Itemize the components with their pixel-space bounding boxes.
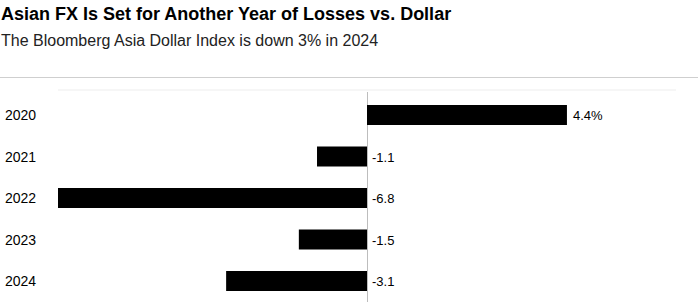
category-label: 2022 [5, 190, 36, 206]
data-label: -1.5 [372, 233, 394, 248]
separator [0, 77, 698, 78]
bar [58, 188, 367, 208]
category-label: 2023 [5, 232, 36, 248]
category-label: 2020 [5, 107, 36, 123]
data-label: -3.1 [372, 274, 394, 289]
data-label: -6.8 [372, 191, 394, 206]
data-label: 4.4% [573, 108, 603, 123]
bar [299, 230, 367, 250]
bar [317, 147, 367, 167]
data-label: -1.1 [372, 150, 394, 165]
subtitle: The Bloomberg Asia Dollar Index is down … [1, 32, 378, 49]
bar [226, 271, 367, 291]
bar [367, 105, 567, 125]
axis-line [58, 90, 676, 91]
title: Asian FX Is Set for Another Year of Loss… [1, 4, 451, 24]
category-label: 2021 [5, 149, 36, 165]
chart: Asian FX Is Set for Another Year of Loss… [0, 0, 698, 308]
bars [58, 105, 567, 291]
category-label: 2024 [5, 273, 36, 289]
